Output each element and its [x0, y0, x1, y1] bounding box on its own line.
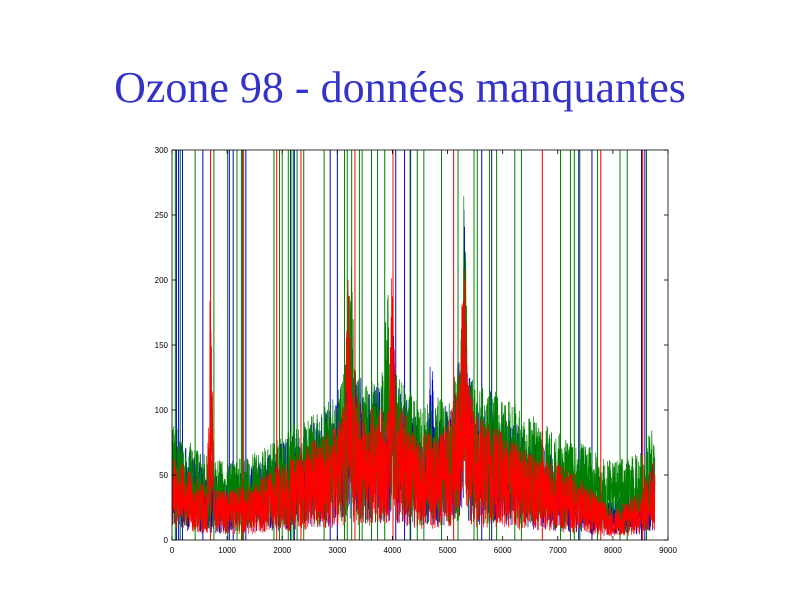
y-tick-label: 250	[155, 211, 169, 220]
x-tick-label: 7000	[549, 546, 567, 555]
x-tick-label: 0	[170, 546, 175, 555]
x-tick-label: 6000	[494, 546, 512, 555]
series-layer	[172, 150, 656, 540]
series-2	[172, 150, 656, 540]
x-tick-label: 8000	[604, 546, 622, 555]
y-tick-label: 100	[155, 406, 169, 415]
ticks-layer: 0 1000 2000 3000 4000 5000 6000 7000 8000 9000 0 50…	[155, 146, 678, 555]
x-tick-label: 5000	[439, 546, 457, 555]
slide-title: Ozone 98 - données manquantes	[114, 63, 686, 112]
y-tick-label: 300	[155, 146, 169, 155]
y-tick-label: 0	[164, 536, 169, 545]
x-tick-label: 4000	[384, 546, 402, 555]
x-tick-label: 1000	[218, 546, 236, 555]
x-tick-label: 3000	[328, 546, 346, 555]
y-tick-label: 50	[159, 471, 168, 480]
y-tick-label: 200	[155, 276, 169, 285]
y-tick-label: 150	[155, 341, 169, 350]
series-2-trace	[172, 269, 656, 537]
x-tick-label: 9000	[659, 546, 677, 555]
x-tick-label: 2000	[273, 546, 291, 555]
